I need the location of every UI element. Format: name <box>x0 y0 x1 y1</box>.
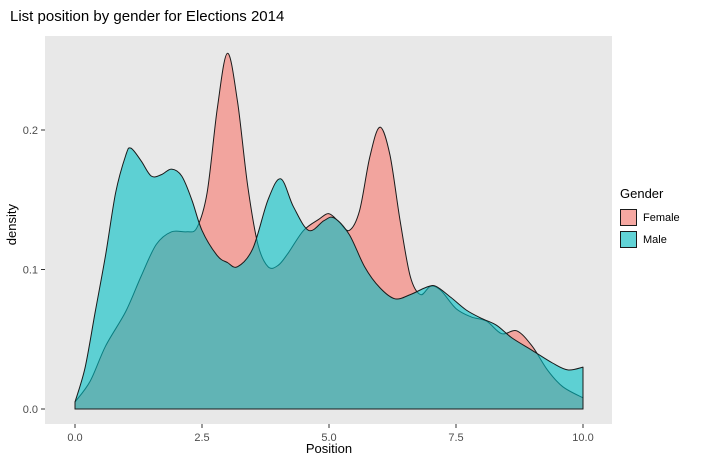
y-tick-label: 0.2 <box>23 125 38 137</box>
y-axis-label: density <box>4 204 19 246</box>
density-area-male <box>74 147 584 410</box>
legend-entry-female: Female <box>620 209 680 226</box>
legend: Gender Female Male <box>620 186 680 253</box>
y-tick-label: 0.0 <box>23 404 38 416</box>
y-tick-label: 0.1 <box>23 265 38 277</box>
x-axis-label: Position <box>305 441 353 456</box>
x-tick-label: 0.0 <box>67 432 82 444</box>
legend-key-female <box>620 209 637 226</box>
legend-key-male <box>620 231 637 248</box>
x-tick-label: 5.0 <box>321 432 336 444</box>
legend-entry-male: Male <box>620 231 680 248</box>
legend-label-female: Female <box>643 211 680 224</box>
x-tick-label: 10.0 <box>572 432 593 444</box>
legend-title: Gender <box>620 186 664 201</box>
legend-label-male: Male <box>643 233 667 246</box>
x-tick-label: 7.5 <box>448 432 463 444</box>
chart-title: List position by gender for Elections 20… <box>10 8 285 25</box>
x-tick-label: 2.5 <box>194 432 209 444</box>
